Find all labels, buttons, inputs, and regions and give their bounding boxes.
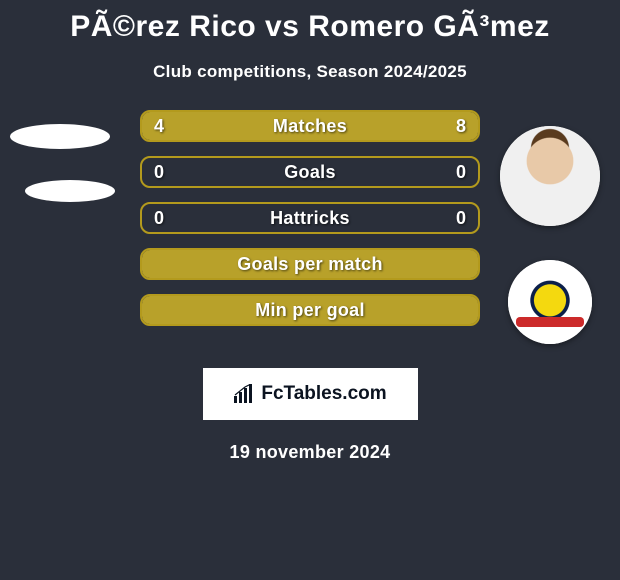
stat-row: Min per goal xyxy=(140,294,480,326)
stat-value-right: 8 xyxy=(442,110,480,142)
stat-row: Matches4 8 xyxy=(140,110,480,142)
stat-row: Goals0 0 xyxy=(140,156,480,188)
stat-label: Goals per match xyxy=(140,248,480,280)
chart-icon xyxy=(233,384,255,404)
stat-label: Matches xyxy=(140,110,480,142)
logo-text: FcTables.com xyxy=(261,383,386,405)
stat-value-left: 0 xyxy=(140,202,178,234)
stat-value-left: 0 xyxy=(140,156,178,188)
stat-value-left: 4 xyxy=(140,110,178,142)
stat-label: Min per goal xyxy=(140,294,480,326)
stat-label: Goals xyxy=(140,156,480,188)
stat-value-right: 0 xyxy=(442,202,480,234)
comparison-chart: Matches48Goals00Hattricks00Goals per mat… xyxy=(0,110,620,360)
stat-value-right: 0 xyxy=(442,156,480,188)
subtitle: Club competitions, Season 2024/2025 xyxy=(0,62,620,82)
comparison-date: 19 november 2024 xyxy=(0,442,620,463)
page-title: PÃ©rez Rico vs Romero GÃ³mez xyxy=(0,0,620,44)
fctables-logo: FcTables.com xyxy=(203,368,418,420)
stat-row: Goals per match xyxy=(140,248,480,280)
stat-row: Hattricks0 0 xyxy=(140,202,480,234)
stat-label: Hattricks xyxy=(140,202,480,234)
